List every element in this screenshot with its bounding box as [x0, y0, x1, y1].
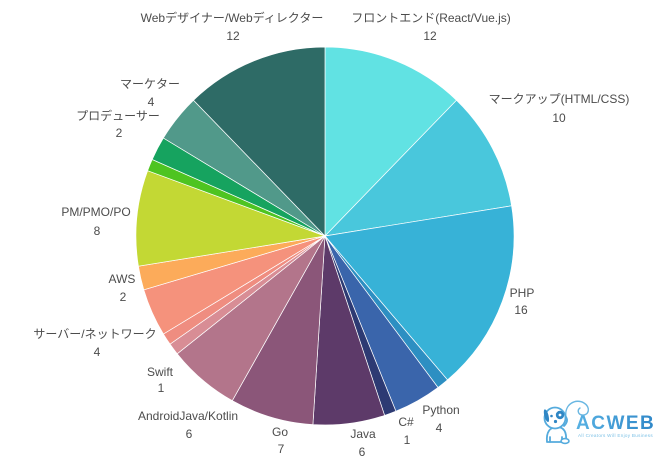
- pie-slice-value: 4: [148, 95, 155, 109]
- pie-slice-label: AndroidJava/Kotlin: [138, 409, 238, 423]
- pie-slice-label: Webデザイナー/Webディレクター: [141, 10, 324, 25]
- pie-slice-label: Python: [422, 403, 459, 417]
- pie-slice-value: 8: [94, 224, 101, 238]
- pie-slice[interactable]: [135, 170, 327, 267]
- pie-slice[interactable]: [324, 205, 515, 381]
- pie-slice-value: 7: [278, 442, 285, 456]
- pie-slice-label: マークアップ(HTML/CSS): [489, 92, 630, 106]
- dog-mascot-icon: [543, 400, 589, 445]
- pie-slice-label: C#: [398, 415, 414, 429]
- pie-slice[interactable]: [324, 46, 457, 237]
- pie-slice-value: 4: [436, 421, 443, 435]
- pie-slice-label: AWS: [109, 272, 136, 286]
- pie-slice-label: サーバー/ネットワーク: [33, 327, 156, 341]
- pie-slice-value: 6: [359, 445, 366, 459]
- pie-slice-label: PHP: [510, 286, 535, 300]
- pie-slice-value: 6: [186, 427, 193, 441]
- pie-slice[interactable]: [193, 46, 326, 237]
- logo-brand-text: ACWEB: [576, 413, 655, 434]
- pie-slice-value: 10: [552, 111, 566, 125]
- acweb-logo[interactable]: ACWEB All Creators Will Enjoy Business: [536, 396, 662, 452]
- pie-slice-value: 12: [226, 29, 240, 43]
- pie-slice-label: プロデューサー: [76, 108, 160, 123]
- pie-slice[interactable]: [324, 99, 513, 237]
- pie-slice-value: 1: [158, 381, 165, 395]
- pie-slice-value: 12: [423, 29, 437, 43]
- pie-slice-label: PM/PMO/PO: [61, 205, 130, 219]
- pie-slice-value: 1: [404, 433, 411, 447]
- logo-tagline-text: All Creators Will Enjoy Business: [578, 433, 653, 438]
- acweb-logo-graphic: ACWEB All Creators Will Enjoy Business: [543, 400, 655, 445]
- pie-slice-label: Java: [350, 427, 376, 441]
- pie-slice-value: 4: [94, 345, 101, 359]
- pie-slice-label: フロントエンド(React/Vue.js): [351, 11, 511, 25]
- pie-slice-value: 16: [514, 303, 528, 317]
- pie-slice-value: 2: [116, 126, 123, 140]
- pie-slice-label: Go: [272, 425, 288, 439]
- pie-slice-label: マーケター: [120, 77, 180, 91]
- pie-slice-value: 2: [120, 290, 127, 304]
- pie-slice-label: Swift: [147, 365, 174, 379]
